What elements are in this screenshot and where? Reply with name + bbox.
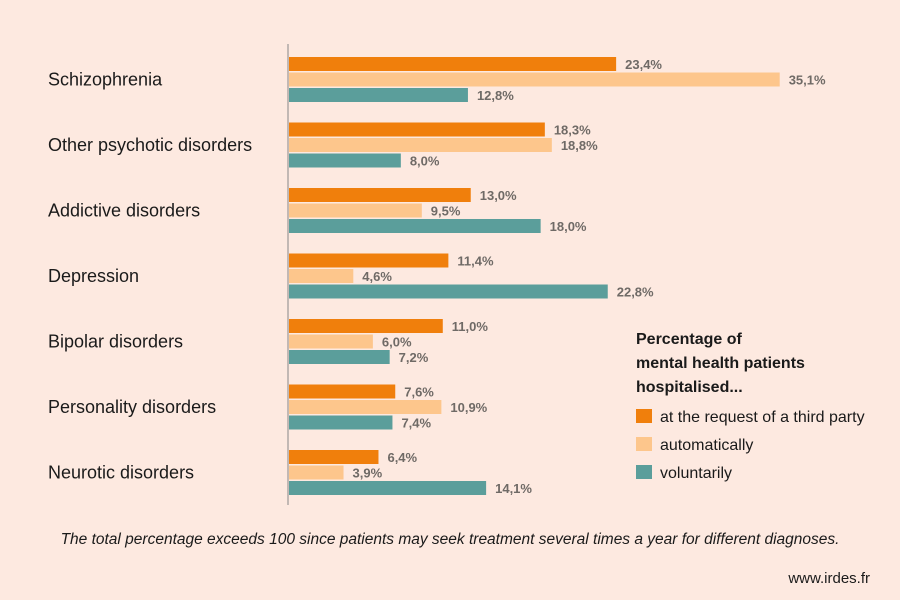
- legend-label: at the request of a third party: [660, 409, 865, 426]
- legend-swatch: [636, 409, 652, 423]
- bar: [289, 415, 393, 430]
- data-label: 3,9%: [353, 466, 383, 481]
- bar: [289, 72, 780, 87]
- data-label: 11,0%: [452, 319, 489, 334]
- data-label: 22,8%: [617, 285, 654, 300]
- category-label: Neurotic disorders: [48, 463, 194, 483]
- bar-chart: Schizophrenia 23,4% 35,1% 12,8% Other psycho…: [48, 44, 865, 505]
- data-label: 18,0%: [550, 219, 587, 234]
- category-label: Depression: [48, 266, 139, 286]
- bar: [289, 450, 379, 464]
- data-label: 11,4%: [457, 254, 494, 269]
- bar: [289, 319, 443, 333]
- bar: [289, 122, 545, 137]
- data-label: 7,2%: [399, 350, 429, 365]
- data-label: 23,4%: [625, 57, 662, 72]
- bar: [289, 138, 552, 152]
- legend-label: automatically: [660, 437, 753, 454]
- bar: [289, 400, 442, 414]
- category-label: Personality disorders: [48, 397, 216, 417]
- data-label: 12,8%: [477, 88, 514, 103]
- data-label: 6,0%: [382, 335, 412, 350]
- bar: [289, 153, 401, 168]
- source-link: www.irdes.fr: [788, 570, 870, 587]
- bar: [289, 284, 608, 299]
- bar: [289, 350, 390, 364]
- data-label: 18,8%: [561, 138, 598, 153]
- category-label: Bipolar disorders: [48, 332, 183, 352]
- legend-title: Percentage of: [636, 331, 742, 348]
- bar: [289, 188, 471, 202]
- bar: [289, 465, 344, 480]
- legend-swatch: [636, 465, 652, 479]
- footnote: The total percentage exceeds 100 since p…: [60, 531, 840, 548]
- bar: [289, 269, 354, 283]
- legend-title: mental health patients: [636, 355, 805, 372]
- legend-label: voluntarily: [660, 465, 732, 482]
- data-label: 10,9%: [450, 400, 487, 415]
- data-label: 7,6%: [404, 385, 434, 400]
- category-label: Other psychotic disorders: [48, 135, 252, 155]
- data-label: 4,6%: [362, 269, 392, 284]
- bar: [289, 334, 373, 349]
- bar: [289, 57, 617, 71]
- bar: [289, 219, 541, 233]
- data-label: 14,1%: [495, 481, 532, 496]
- data-label: 18,3%: [554, 123, 591, 138]
- data-label: 35,1%: [789, 73, 826, 88]
- legend-swatch: [636, 437, 652, 451]
- data-label: 13,0%: [480, 188, 517, 203]
- bar: [289, 384, 396, 399]
- data-label: 9,5%: [431, 204, 461, 219]
- category-label: Schizophrenia: [48, 70, 163, 90]
- data-label: 6,4%: [387, 450, 417, 465]
- bar: [289, 253, 449, 268]
- bar: [289, 88, 468, 102]
- bar: [289, 203, 422, 218]
- legend-title: hospitalised...: [636, 379, 743, 396]
- data-label: 7,4%: [401, 416, 431, 431]
- category-label: Addictive disorders: [48, 201, 200, 221]
- data-label: 8,0%: [410, 154, 440, 169]
- bar: [289, 481, 487, 495]
